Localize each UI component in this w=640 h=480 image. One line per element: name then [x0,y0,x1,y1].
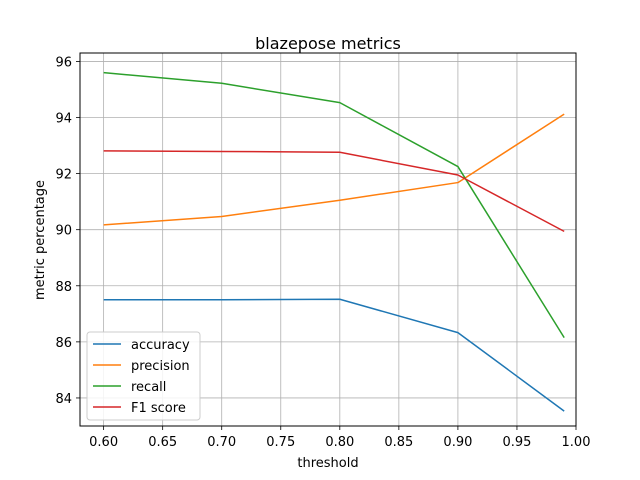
series-line-accuracy [103,298,565,412]
x-tick-label: 0.75 [266,435,295,450]
chart-title: blazepose metrics [255,34,401,53]
x-axis-ticks: 0.60 0.65 0.70 0.75 0.80 0.85 0.90 0.95 1.00 [89,426,590,450]
y-tick-label: 86 [55,336,72,351]
plot-frame [79,52,577,427]
series-line-f1-score [103,150,565,233]
y-tick-label: 84 [55,392,72,407]
x-tick-label: 0.70 [207,435,236,450]
x-tick-label: 0.95 [502,435,531,450]
legend: accuracy precision recall F1 score [86,331,201,421]
x-tick-label: 1.00 [562,435,591,450]
series-lines [103,71,565,412]
legend-entry-recall: recall [131,380,166,395]
y-tick-label: 92 [55,168,72,183]
y-tick-label: 88 [55,280,72,295]
legend-box [86,331,201,421]
x-tick-label: 0.80 [325,435,354,450]
x-tick-label: 0.85 [384,435,413,450]
x-axis-label: threshold [297,456,358,471]
y-tick-label: 96 [55,55,72,70]
y-axis-ticks: 84 86 88 90 92 94 96 [55,55,80,407]
legend-entry-accuracy: accuracy [131,338,190,353]
y-tick-label: 94 [55,112,72,127]
x-tick-label: 0.60 [89,435,118,450]
series-line-recall [103,71,565,339]
series-line-precision [103,113,565,226]
legend-entry-f1-score: F1 score [131,401,186,416]
y-axis-label: metric percentage [33,180,48,300]
x-tick-label: 0.65 [148,435,177,450]
x-tick-label: 0.90 [443,435,472,450]
y-tick-label: 90 [55,224,72,239]
legend-entry-precision: precision [131,359,190,374]
